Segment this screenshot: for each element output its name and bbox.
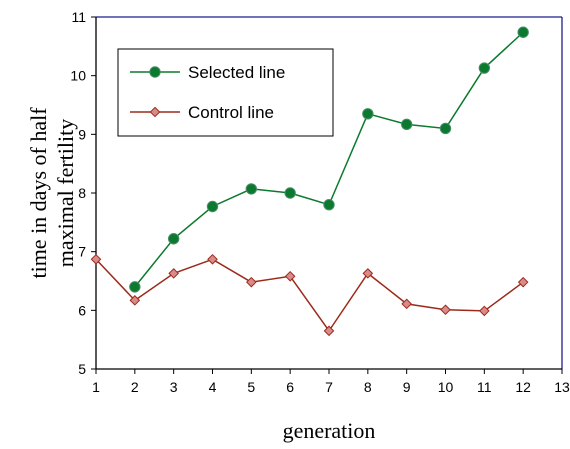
series-0-point-7 — [400, 118, 413, 131]
x-tick-label-6: 6 — [286, 379, 294, 395]
series-0-point-2 — [206, 200, 219, 213]
legend-marker-0 — [149, 66, 161, 78]
series-1-point-7 — [362, 268, 374, 279]
series-1-point-0 — [90, 253, 102, 265]
y-tick-label-5: 5 — [78, 361, 86, 377]
y-axis-label: time in days of halfmaximal fertility — [26, 107, 78, 279]
y-tick-label-9: 9 — [78, 126, 86, 142]
series-1-point-8 — [401, 298, 412, 310]
x-tick-label-4: 4 — [209, 379, 217, 395]
x-tick-label-10: 10 — [438, 379, 454, 395]
x-tick-label-7: 7 — [325, 379, 333, 395]
x-tick-label-3: 3 — [170, 379, 178, 395]
x-tick-label-11: 11 — [477, 379, 492, 395]
series-0-point-6 — [362, 108, 374, 120]
x-axis-label: generation — [283, 418, 376, 443]
y-tick-label-11: 11 — [71, 9, 86, 25]
series-1-point-5 — [284, 270, 296, 282]
y-tick-label-6: 6 — [78, 302, 86, 318]
legend-label-0: Selected line — [188, 63, 285, 82]
x-tick-label-1: 1 — [92, 379, 100, 395]
x-tick-label-12: 12 — [515, 379, 531, 395]
series-0-point-0 — [129, 281, 141, 293]
x-tick-label-9: 9 — [403, 379, 411, 395]
series-line-1 — [95, 258, 524, 333]
y-tick-label-10: 10 — [70, 68, 86, 84]
series-1-point-1 — [129, 295, 141, 306]
y-tick-label-7: 7 — [78, 244, 86, 260]
series-1-point-9 — [440, 304, 451, 316]
legend-marker-1 — [149, 106, 161, 118]
legend-label-1: Control line — [188, 103, 274, 122]
x-tick-label-5: 5 — [247, 379, 255, 395]
y-tick-label-8: 8 — [78, 185, 86, 201]
series-0-point-9 — [478, 62, 491, 74]
series-0-point-5 — [323, 199, 335, 211]
series-1-point-2 — [168, 268, 179, 279]
series-0-point-1 — [167, 233, 180, 245]
series-0-point-10 — [517, 26, 529, 38]
series-0-point-4 — [284, 187, 296, 199]
series-1-point-3 — [207, 253, 218, 265]
series-0-point-8 — [439, 122, 452, 135]
x-tick-label-2: 2 — [131, 379, 139, 395]
series-1-point-4 — [246, 276, 257, 288]
x-tick-label-13: 13 — [554, 379, 570, 395]
series-1-point-11 — [517, 276, 529, 288]
x-tick-label-8: 8 — [364, 379, 372, 395]
series-1-point-10 — [479, 305, 490, 317]
legend-box — [117, 48, 334, 137]
series-0-point-3 — [245, 183, 258, 195]
series-1-point-6 — [323, 325, 335, 337]
